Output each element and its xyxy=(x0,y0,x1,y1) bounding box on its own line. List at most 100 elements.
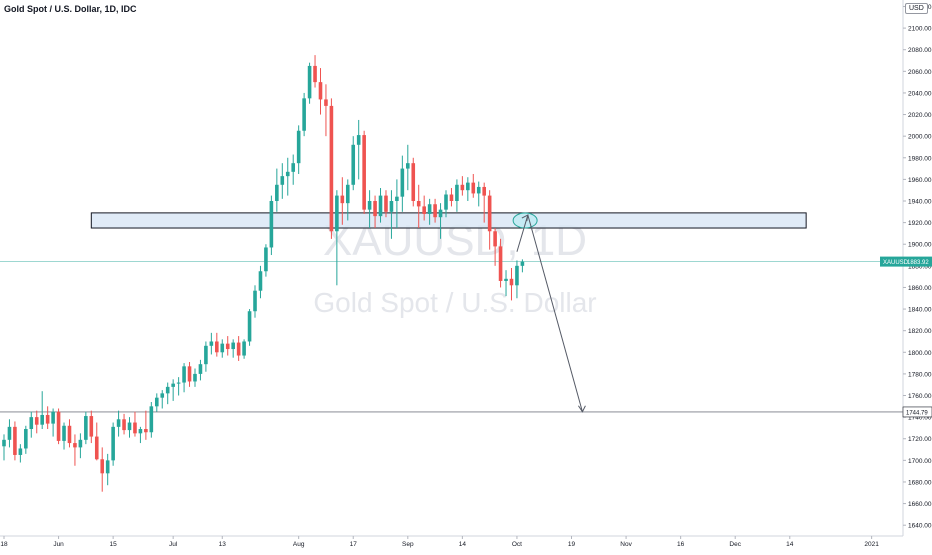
candle-body xyxy=(373,201,377,217)
y-tick-label: 1780.00 xyxy=(908,371,932,378)
candle-body xyxy=(471,182,476,194)
x-tick-label: Nov xyxy=(620,541,632,548)
candle-body xyxy=(378,195,383,217)
candle-body xyxy=(24,429,28,449)
candle-body xyxy=(302,98,306,131)
candle-body xyxy=(18,448,23,455)
candle-body xyxy=(187,366,192,382)
projection-up-leg xyxy=(516,214,529,252)
candle-body xyxy=(466,182,470,191)
candle-body xyxy=(62,425,66,441)
candle-body xyxy=(105,460,110,474)
candle-body xyxy=(111,426,115,461)
candle-body xyxy=(340,195,345,204)
candle-body xyxy=(133,422,137,434)
y-tick-label: 1800.00 xyxy=(908,350,932,357)
target-price-badge xyxy=(902,406,932,418)
x-tick-label: Dec xyxy=(729,541,741,548)
candle-body xyxy=(329,105,334,232)
candle-body xyxy=(504,278,508,281)
candle-body xyxy=(29,417,34,430)
y-tick-label: 2060.00 xyxy=(908,69,932,76)
candle-body xyxy=(444,194,448,210)
candle-body xyxy=(291,163,296,172)
candle-body xyxy=(476,186,481,194)
candle-body xyxy=(253,290,257,312)
candle-body xyxy=(493,231,497,247)
candle-body xyxy=(498,246,503,281)
candle-body xyxy=(160,393,165,398)
candle-body xyxy=(13,426,17,455)
candle-body xyxy=(231,342,235,350)
candle-body xyxy=(307,65,312,99)
arrow-head-down xyxy=(578,405,586,413)
candle-body xyxy=(269,201,274,248)
y-tick-label: 1960.00 xyxy=(908,177,932,184)
candle-body xyxy=(2,439,6,447)
candle-body xyxy=(438,209,443,218)
candle-body xyxy=(285,171,290,177)
candle-body xyxy=(182,366,186,383)
candle-body xyxy=(67,425,72,444)
candle-body xyxy=(455,184,459,201)
candle-body xyxy=(400,168,405,197)
candle-body xyxy=(56,411,61,441)
x-tick-label: 14 xyxy=(459,541,467,548)
candle-body xyxy=(89,416,94,437)
candle-body xyxy=(73,443,77,448)
candle-body xyxy=(40,414,44,425)
candle-body xyxy=(433,204,437,218)
x-tick-label: Jun xyxy=(53,541,64,548)
candle-body xyxy=(384,195,388,212)
candle-body xyxy=(367,201,372,210)
y-tick-label: 1860.00 xyxy=(908,285,932,292)
x-tick-label: 19 xyxy=(568,541,576,548)
candle-body xyxy=(520,261,525,266)
x-tick-label: 13 xyxy=(219,541,227,548)
y-tick-label: 1740.00 xyxy=(908,415,932,422)
y-tick-label: 2040.00 xyxy=(908,90,932,97)
candle-body xyxy=(165,386,170,394)
y-tick-label: 2100.00 xyxy=(908,26,932,33)
candle-body xyxy=(247,311,252,342)
candle-body xyxy=(515,265,519,286)
y-tick-label: 1660.00 xyxy=(908,501,932,508)
candle-body xyxy=(427,204,432,214)
candle-body xyxy=(116,419,121,427)
candle-body xyxy=(264,247,268,272)
y-tick-label: 1700.00 xyxy=(908,458,932,465)
candle-body xyxy=(313,65,317,83)
x-tick-label: 17 xyxy=(350,541,358,548)
candle-body xyxy=(318,82,323,100)
x-tick-label: 16 xyxy=(677,541,685,548)
x-tick-label: Oct xyxy=(512,541,522,548)
candle-body xyxy=(84,416,88,440)
candle-body xyxy=(176,382,181,384)
target-price-value: 1744.79 xyxy=(906,410,928,416)
y-tick-label: 1640.00 xyxy=(908,523,932,530)
candle-body xyxy=(144,429,148,433)
candle-body xyxy=(138,429,143,434)
x-tick-label: 2021 xyxy=(864,541,879,548)
y-tick-label: 1980.00 xyxy=(908,155,932,162)
candle-body xyxy=(422,206,426,214)
x-tick-label: 15 xyxy=(110,541,118,548)
last-price-value: 1883.92 xyxy=(907,260,929,266)
currency-button[interactable]: USD xyxy=(905,3,928,14)
watermark-description: Gold Spot / U.S. Dollar xyxy=(313,287,596,318)
candle-body xyxy=(154,397,159,407)
arrow-head-up xyxy=(521,214,529,222)
chart-title: Gold Spot / U.S. Dollar, 1D, IDC xyxy=(4,4,137,14)
x-tick-label: Jul xyxy=(169,541,178,548)
candle-body xyxy=(198,364,203,374)
candle-body xyxy=(220,343,225,353)
candle-body xyxy=(351,144,356,185)
x-tick-label: Sep xyxy=(402,541,414,548)
candle-body xyxy=(395,196,399,201)
candle-body xyxy=(275,184,279,201)
candle-body xyxy=(296,130,301,164)
candle-body xyxy=(100,459,105,474)
candle-body xyxy=(324,99,328,106)
